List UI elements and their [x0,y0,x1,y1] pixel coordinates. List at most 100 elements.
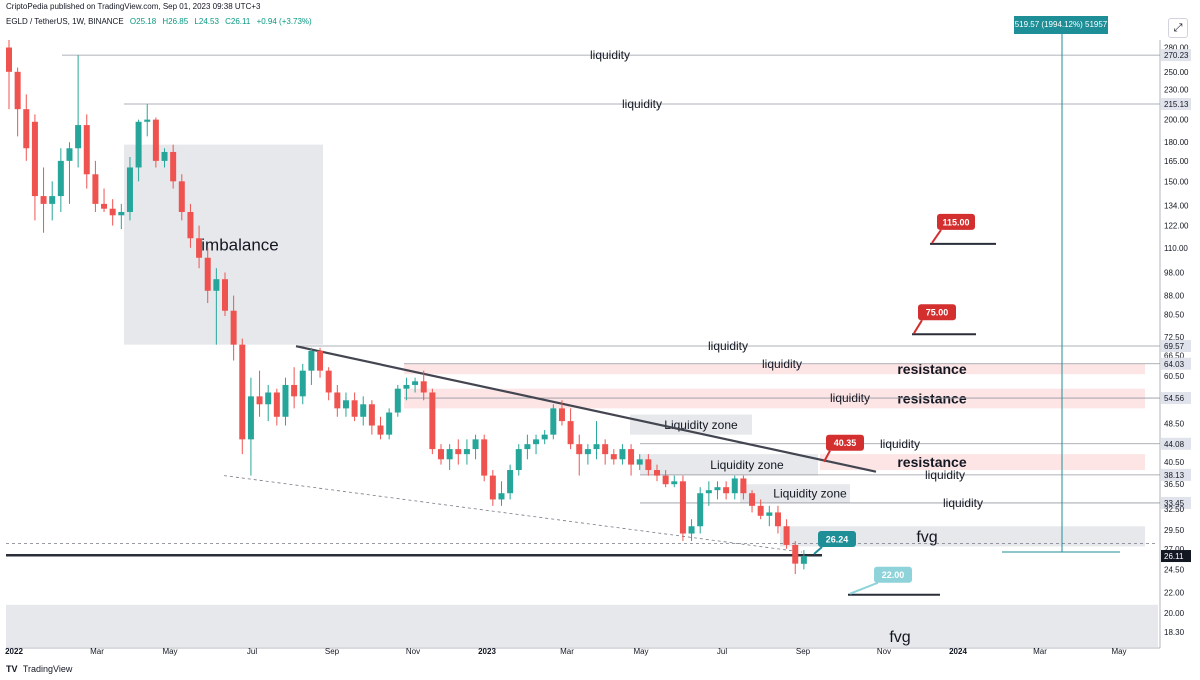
candle-body-65 [567,421,574,445]
candle-body-59 [515,449,522,471]
zone-3 [820,454,1145,471]
price-tick-bg-18 [1161,357,1191,370]
price-tick-3: 230.00 [1164,86,1189,95]
candle-body-64 [558,408,565,422]
candle-body-67 [584,449,591,455]
price-tick-21: 48.50 [1164,419,1185,428]
zone-6 [740,484,850,503]
descending-trendline [295,345,877,473]
price-tick-32: 22.00 [1164,589,1185,598]
candle-body-9 [83,125,90,175]
fullscreen-icon[interactable]: ⤢ [1168,18,1188,38]
candle-body-80 [697,493,704,527]
liquidity-label-2: liquidity [708,339,748,353]
candle-body-0 [6,47,12,72]
candle-body-17 [152,119,159,161]
price-tick-19: 60.50 [1164,372,1185,381]
ohlc-close: C26.11 [225,17,251,26]
candle-body-22 [196,238,203,258]
symbol-name[interactable]: EGLD / TetherUS, 1W, BINANCE [6,17,124,26]
price-tick-22: 44.08 [1164,440,1185,449]
price-tick-bg-24 [1161,468,1191,481]
candle-body-6 [57,160,64,197]
zone-1 [404,363,1145,375]
price-tick-6: 180.00 [1164,138,1189,147]
price-tick-2: 250.00 [1164,68,1189,77]
published-info: CriptoPedia published on TradingView.com… [6,2,261,11]
candle-body-90 [783,526,790,545]
target-label-0: 115.00 [942,217,969,227]
liquidity-label-0: liquidity [590,48,630,62]
candle-body-70 [610,454,617,460]
price-tick-31: 24.50 [1164,566,1185,575]
liquidity-label-7: liquidity [943,496,983,510]
candle-body-89 [774,512,781,527]
candle-body-33 [291,384,298,397]
lower-wedge-line [223,475,803,553]
candle-body-12 [109,208,116,216]
candle-body-3 [31,121,38,197]
candle-body-85 [740,478,747,494]
candle-body-37 [325,370,332,393]
header-bar: CriptoPedia published on TradingView.com… [0,0,1200,38]
candle-body-81 [705,490,712,494]
candle-body-26 [230,310,237,345]
target-pointer-2 [823,450,831,463]
price-tick-11: 110.00 [1164,244,1188,253]
price-tick-15: 72.50 [1164,333,1185,342]
candle-body-4 [40,196,47,204]
price-tick-28: 29.50 [1164,526,1185,535]
price-tick-1: 270.23 [1164,51,1189,60]
candle-body-35 [308,350,315,371]
time-tick-8: May [633,647,648,656]
liquidity-label-3: liquidity [762,357,802,371]
candle-body-30 [265,392,272,405]
candle-body-68 [593,444,600,450]
zone-label-3: resistance [897,454,966,470]
price-tick-29: 27.00 [1164,545,1185,554]
ohlc-high: H26.85 [162,17,189,26]
candle-body-21 [187,211,194,239]
target-box-3 [818,530,856,547]
candle-body-92 [800,556,807,564]
candle-body-58 [507,470,514,494]
candle-body-71 [619,449,626,460]
price-tick-bg-22 [1161,437,1191,450]
candle-body-38 [334,392,341,409]
price-tick-10: 122.00 [1164,222,1189,231]
zone-8 [6,604,1158,648]
candle-body-53 [463,449,470,455]
candle-body-76 [662,475,669,485]
time-tick-12: 2024 [949,647,967,656]
price-tick-18: 64.03 [1164,360,1185,369]
price-tick-26: 33.45 [1164,499,1185,508]
tradingview-brand: TradingView [22,664,73,674]
candle-body-47 [412,381,419,385]
time-tick-0: 2022 [5,647,23,656]
candle-body-52 [455,449,462,455]
price-tick-23: 40.50 [1164,458,1185,467]
ohlc-open: O25.18 [129,17,157,26]
time-tick-1: Mar [90,647,104,656]
candle-body-63 [550,408,557,435]
candle-body-45 [394,388,401,413]
candle-body-25 [222,279,228,311]
liquidity-label-5: liquidity [880,437,920,451]
time-tick-14: May [1111,647,1126,656]
candle-body-15 [135,121,142,168]
target-pointer-1 [913,319,923,334]
price-tick-20: 54.56 [1164,394,1185,403]
candle-body-79 [688,526,695,534]
candle-body-61 [533,439,540,445]
candle-body-18 [161,151,168,161]
price-tick-0: 280.00 [1164,44,1189,53]
candle-body-40 [351,400,358,417]
time-tick-3: Jul [247,647,257,656]
zone-label-5: Liquidity zone [710,458,784,472]
candle-body-43 [377,425,384,435]
price-tick-13: 88.00 [1164,292,1185,301]
price-tick-bg-26 [1161,496,1191,509]
candle-body-41 [360,404,367,417]
candle-body-23 [204,257,211,291]
